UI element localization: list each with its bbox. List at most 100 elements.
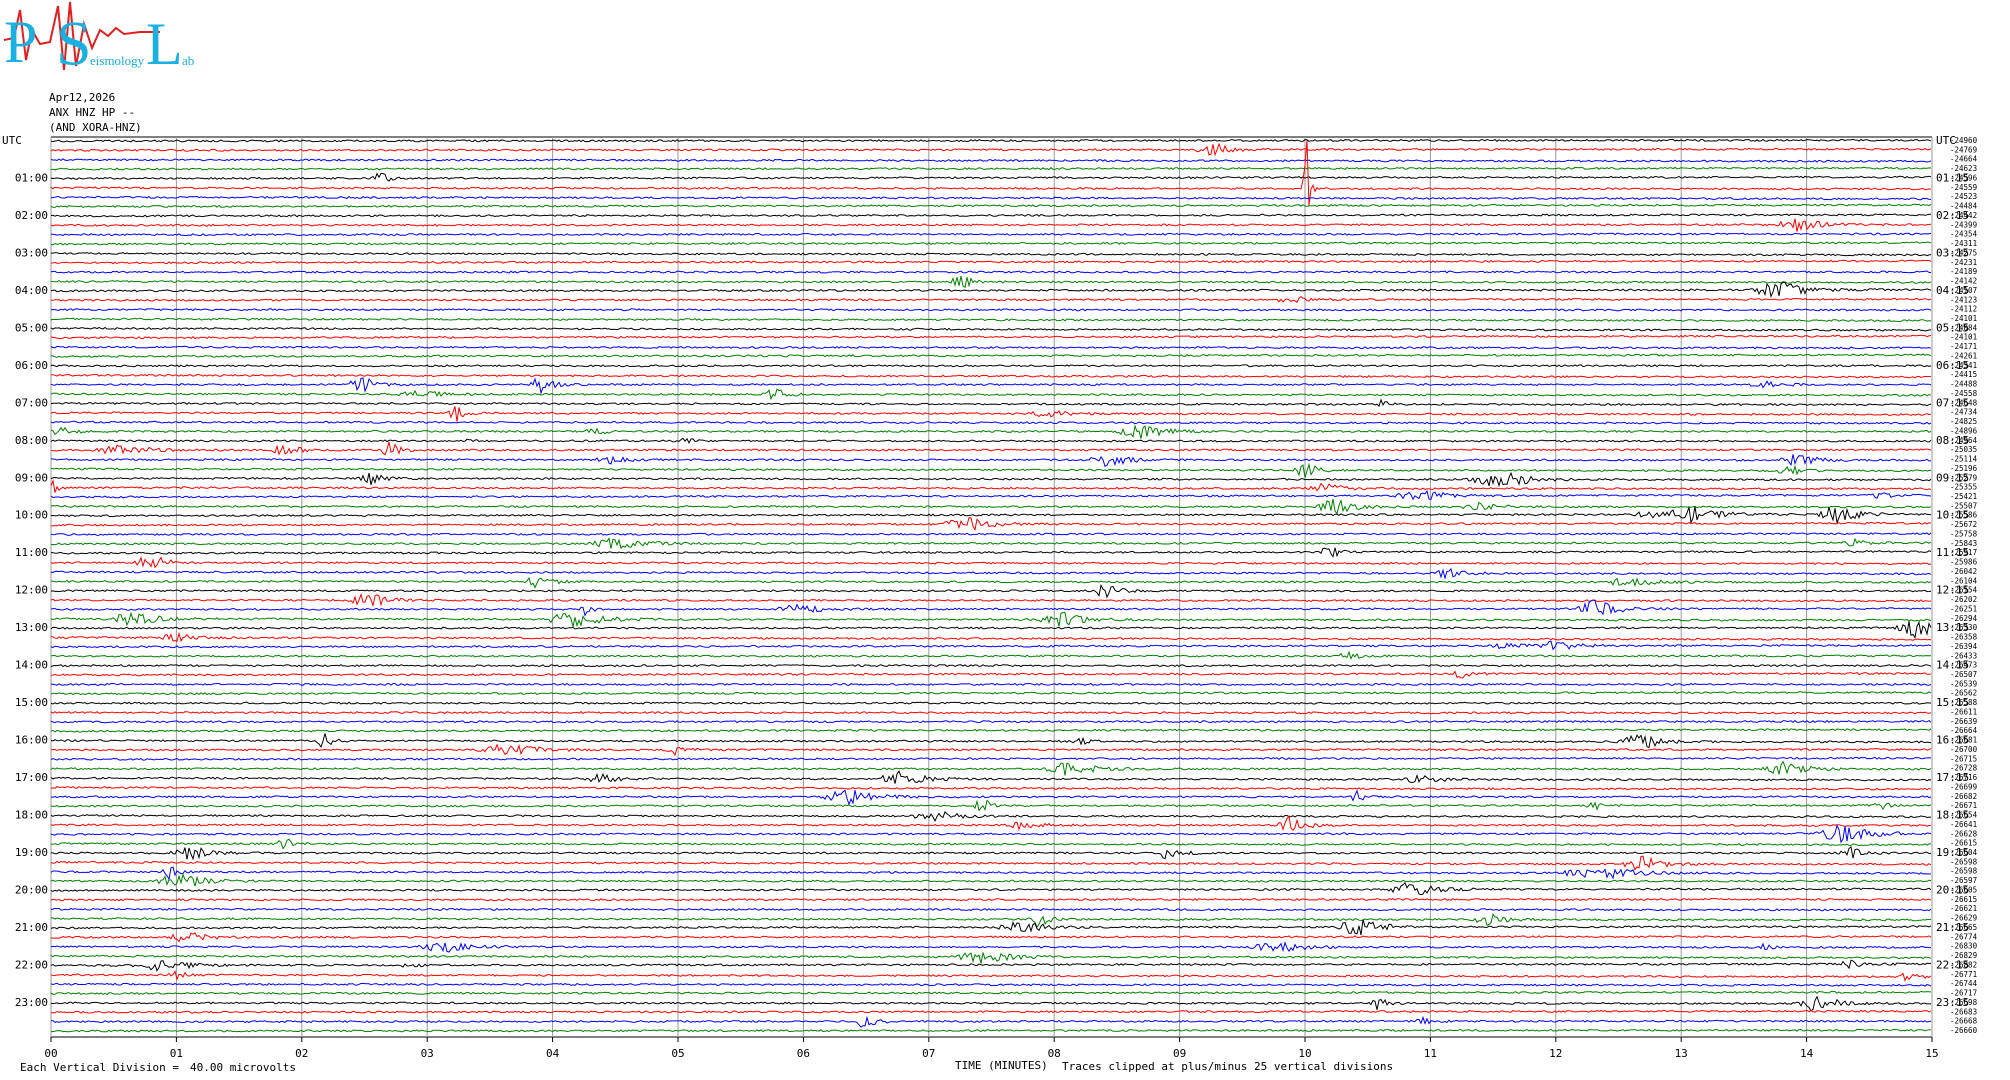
seismic-trace — [50, 912, 1932, 929]
offset-label: -26774 — [1950, 932, 1978, 941]
offset-label: -26628 — [1950, 829, 1978, 838]
offset-label: -26829 — [1950, 951, 1977, 960]
hour-label-right: UTC — [1936, 134, 1956, 147]
seismic-trace — [50, 932, 1932, 943]
hour-label-right: 11:15 — [1936, 546, 1969, 559]
seismic-trace — [50, 701, 1931, 705]
seismic-trace — [50, 907, 1932, 912]
seismic-trace — [50, 140, 1932, 206]
offset-label: -25986 — [1950, 558, 1978, 567]
seismic-trace — [50, 592, 1932, 607]
seismic-trace — [50, 326, 1932, 332]
seismic-trace — [50, 567, 1932, 580]
offset-label: -26668 — [1950, 1017, 1978, 1026]
offset-label: -24960 — [1950, 136, 1978, 145]
seismic-trace — [50, 760, 1932, 776]
seismic-trace — [50, 437, 1932, 445]
offset-label: -24442 — [1950, 211, 1977, 220]
offset-label: -26639 — [1950, 717, 1977, 726]
offset-label: -26665 — [1950, 923, 1977, 932]
offset-label: -26294 — [1950, 614, 1978, 623]
hour-label: 18:00 — [15, 809, 48, 822]
hour-label: 08:00 — [15, 434, 48, 447]
offset-label: -26660 — [1950, 1026, 1978, 1035]
seismic-trace — [50, 270, 1932, 274]
seismic-trace — [50, 373, 1932, 379]
seismic-trace — [50, 711, 1932, 715]
seismic-trace — [50, 952, 1932, 964]
x-tick-label: 14 — [1800, 1047, 1814, 1060]
seismic-trace — [50, 866, 1932, 881]
seismic-trace — [50, 532, 1932, 536]
x-tick-label: 10 — [1298, 1047, 1311, 1060]
seismic-trace — [50, 995, 1931, 1012]
seismic-trace — [50, 420, 1932, 425]
hour-label-right: 05:15 — [1936, 321, 1969, 334]
hour-label: 14:00 — [15, 659, 48, 672]
hour-label: 06:00 — [15, 359, 48, 372]
offset-label: -25586 — [1950, 511, 1978, 520]
hour-label-right: 12:15 — [1936, 584, 1969, 597]
seismic-trace — [51, 295, 1932, 304]
offset-label: -26683 — [1950, 1007, 1977, 1016]
offset-label: -26358 — [1950, 633, 1978, 642]
offset-label: -24231 — [1950, 258, 1977, 267]
logo-letter: S — [56, 8, 92, 79]
offset-label: -24354 — [1950, 230, 1978, 239]
seismic-trace — [50, 682, 1932, 686]
x-axis-label: TIME (MINUTES) — [955, 1059, 1048, 1072]
seismic-trace — [50, 537, 1932, 550]
seismic-trace — [50, 406, 1932, 422]
offset-label: -26681 — [1950, 736, 1977, 745]
seismic-trace — [50, 441, 1932, 456]
offset-label: -25114 — [1950, 455, 1978, 464]
seismic-trace — [50, 334, 1932, 340]
seismic-trace — [50, 498, 1932, 515]
offset-label: -24596 — [1950, 173, 1978, 182]
logo-letter: P — [4, 9, 37, 75]
hour-label: 23:00 — [15, 996, 48, 1009]
seismic-trace — [50, 640, 1932, 651]
x-tick-label: 09 — [1173, 1047, 1186, 1060]
clip-note: Traces clipped at plus/minus 25 vertical… — [1062, 1060, 1393, 1073]
offset-label: -26715 — [1950, 754, 1977, 763]
offset-label: -24488 — [1950, 380, 1978, 389]
offset-label: -26744 — [1950, 979, 1978, 988]
offset-label: -24558 — [1950, 389, 1978, 398]
offset-label: -24484 — [1950, 202, 1978, 211]
offset-label: -26507 — [1950, 670, 1977, 679]
offset-label: -24261 — [1950, 351, 1977, 360]
seismic-trace — [51, 252, 1932, 257]
offset-label: -26629 — [1950, 914, 1977, 923]
seismic-trace — [50, 259, 1932, 265]
hour-label-right: 17:15 — [1936, 771, 1969, 784]
seismic-trace — [50, 1015, 1932, 1028]
offset-label: -24112 — [1950, 305, 1977, 314]
offset-label: -24415 — [1950, 370, 1977, 379]
seismic-trace — [50, 345, 1932, 350]
hour-label: 15:00 — [15, 696, 48, 709]
seismic-trace — [50, 786, 1932, 791]
x-tick-label: 13 — [1675, 1047, 1688, 1060]
offset-label: -26830 — [1950, 942, 1978, 951]
seismic-trace — [50, 547, 1932, 558]
seismic-trace — [50, 897, 1932, 902]
offset-label: -24896 — [1950, 426, 1978, 435]
x-tick-label: 01 — [170, 1047, 183, 1060]
hour-label: 10:00 — [15, 509, 48, 522]
offset-label: -26641 — [1950, 820, 1977, 829]
hour-label-right: 13:15 — [1936, 621, 1969, 634]
seismic-trace — [50, 733, 1932, 749]
hour-label: UTC — [2, 134, 22, 147]
hour-label: 22:00 — [15, 958, 48, 971]
offset-label: -24107 — [1950, 286, 1977, 295]
x-tick-label: 12 — [1549, 1047, 1562, 1060]
hour-label-right: 09:15 — [1936, 471, 1969, 484]
offset-label: -26700 — [1950, 745, 1978, 754]
seismic-trace — [50, 650, 1931, 660]
seismic-trace — [50, 424, 1932, 439]
offset-label: -26202 — [1950, 595, 1977, 604]
offset-label: -25355 — [1950, 483, 1977, 492]
seismic-trace — [50, 941, 1932, 953]
seismic-trace — [50, 799, 1932, 812]
